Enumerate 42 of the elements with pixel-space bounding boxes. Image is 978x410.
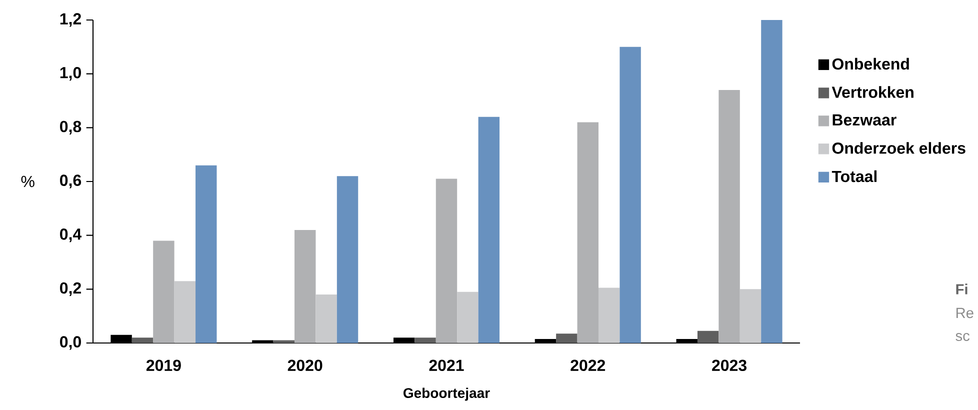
bar	[620, 46, 641, 343]
bar	[697, 330, 719, 343]
bar	[336, 176, 358, 343]
y-tick-label: 0,2	[60, 282, 81, 296]
bar	[457, 292, 478, 343]
legend-label: Onbekend	[832, 58, 909, 70]
y-tick-label: 0,0	[60, 336, 81, 350]
bar	[718, 90, 740, 343]
x-tick-label: 2021	[429, 360, 464, 372]
x-axis-title: Geboortejaar	[403, 388, 490, 401]
bar	[436, 178, 458, 343]
y-tick-label: 1,0	[60, 67, 81, 81]
text: Fi	[956, 284, 968, 294]
bar	[196, 165, 217, 343]
y-tick-label: 1,2	[60, 13, 81, 27]
y-axis-title: %	[21, 176, 34, 188]
bar	[556, 334, 578, 343]
legend-label: Vertrokken	[832, 86, 914, 98]
bar	[153, 240, 174, 343]
x-tick-label: 2020	[288, 360, 322, 372]
text: sc	[956, 332, 970, 342]
y-tick-label: 0,4	[60, 228, 82, 242]
legend-label: Onderzoek elders	[832, 142, 966, 154]
x-tick-label: 2019	[146, 360, 181, 372]
text: Re	[956, 308, 974, 318]
bar	[294, 230, 316, 343]
y-tick-label: 0,8	[60, 120, 82, 134]
y-tick-label: 0,6	[60, 174, 82, 188]
bar	[174, 281, 196, 343]
bar	[598, 288, 620, 343]
bar	[132, 338, 154, 343]
legend-label: Totaal	[832, 170, 877, 182]
bar	[273, 340, 294, 343]
bar	[414, 338, 436, 343]
bar	[761, 20, 782, 343]
bar	[316, 294, 337, 343]
legend-label: Bezwaar	[832, 114, 896, 126]
x-tick-label: 2023	[712, 360, 747, 372]
bar	[577, 122, 598, 343]
bar	[478, 116, 500, 343]
x-tick-label: 2022	[570, 360, 606, 372]
bar	[740, 289, 762, 343]
